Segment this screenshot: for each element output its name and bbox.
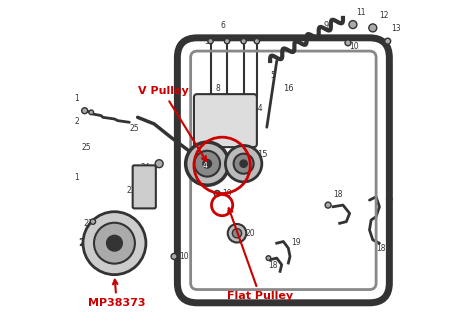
Text: Flat Pulley: Flat Pulley (227, 208, 293, 302)
Circle shape (107, 235, 122, 251)
Text: 15: 15 (257, 150, 267, 159)
Circle shape (232, 228, 242, 238)
Circle shape (325, 202, 331, 208)
Text: 1: 1 (75, 94, 80, 103)
Circle shape (89, 110, 93, 115)
FancyBboxPatch shape (133, 165, 156, 208)
Text: 10: 10 (222, 189, 232, 198)
Circle shape (266, 256, 271, 261)
Text: 18: 18 (268, 261, 278, 270)
Text: 16: 16 (283, 84, 294, 93)
Text: 17: 17 (384, 198, 394, 207)
Text: MP38373: MP38373 (88, 280, 146, 308)
Text: 5: 5 (204, 37, 209, 46)
Text: 25: 25 (82, 143, 91, 152)
Text: 5: 5 (270, 70, 275, 79)
Text: 9: 9 (323, 21, 328, 30)
Text: 8: 8 (216, 84, 220, 93)
Circle shape (234, 154, 254, 174)
Text: 24: 24 (141, 163, 151, 171)
Circle shape (241, 38, 246, 44)
Text: 21: 21 (78, 238, 91, 248)
Text: 6: 6 (220, 21, 225, 30)
Circle shape (83, 212, 146, 275)
Text: 1: 1 (75, 173, 80, 182)
Text: 10: 10 (350, 42, 359, 51)
Circle shape (385, 38, 391, 44)
FancyBboxPatch shape (194, 94, 257, 147)
Text: 13: 13 (391, 24, 401, 33)
Text: V Pulley: V Pulley (137, 86, 206, 161)
Text: 14: 14 (254, 104, 263, 113)
Circle shape (208, 38, 213, 44)
Circle shape (228, 224, 246, 242)
Circle shape (349, 21, 357, 28)
Text: 10: 10 (179, 252, 189, 261)
Text: 23: 23 (126, 186, 136, 195)
Circle shape (186, 142, 229, 185)
Text: 19: 19 (292, 238, 301, 247)
Text: 7: 7 (221, 110, 226, 119)
Circle shape (254, 38, 260, 44)
Circle shape (214, 190, 220, 196)
Text: 18: 18 (333, 190, 343, 199)
Circle shape (171, 254, 177, 260)
Text: 12: 12 (379, 11, 389, 20)
Circle shape (345, 40, 351, 46)
Circle shape (94, 223, 135, 264)
Circle shape (194, 151, 220, 177)
Text: 18: 18 (376, 244, 386, 254)
Text: 11: 11 (356, 8, 366, 17)
Circle shape (90, 219, 96, 224)
Circle shape (226, 146, 262, 182)
Text: 20: 20 (245, 229, 255, 238)
Circle shape (224, 38, 230, 44)
Text: 25: 25 (129, 124, 139, 133)
Text: 22: 22 (83, 219, 93, 228)
Circle shape (240, 160, 247, 167)
Text: 10: 10 (242, 120, 252, 129)
Circle shape (82, 108, 88, 114)
Circle shape (234, 121, 240, 127)
Circle shape (155, 160, 163, 168)
Text: 2: 2 (75, 117, 80, 126)
Text: 5: 5 (240, 37, 245, 46)
Circle shape (369, 24, 377, 32)
Text: 4: 4 (203, 161, 208, 170)
Circle shape (203, 159, 211, 168)
